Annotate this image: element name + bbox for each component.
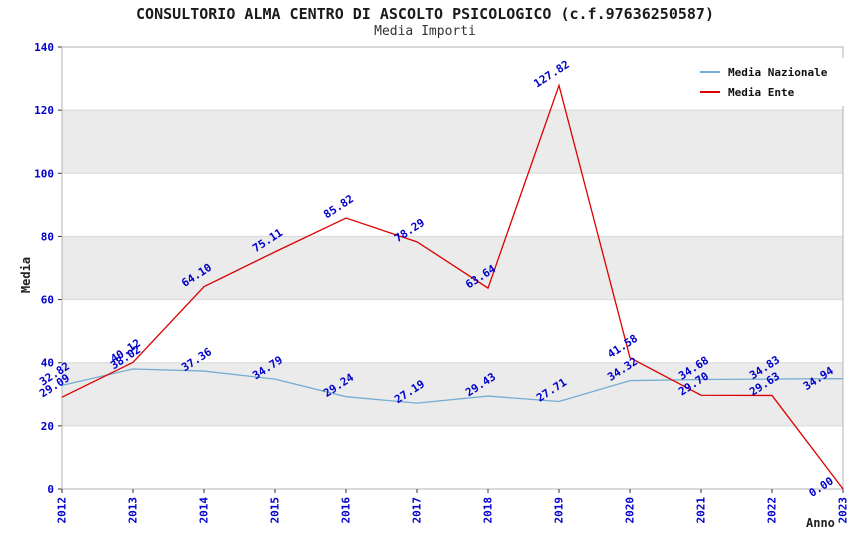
series-line-media-ente <box>61 83 844 490</box>
x-tick-label: 2014 <box>198 497 211 524</box>
legend: Media Nazionale Media Ente <box>694 58 850 106</box>
chart-subtitle: Media Importi <box>374 24 476 39</box>
legend-item-media-ente: Media Ente <box>700 82 850 102</box>
media-nazionale-line-swatch <box>700 71 720 73</box>
y-tick-label: 80 <box>41 230 54 243</box>
y-tick-label: 100 <box>34 167 54 180</box>
x-tick-label: 2022 <box>766 497 779 524</box>
background-band <box>62 110 843 174</box>
background-band <box>62 236 843 300</box>
x-axis-title: Anno <box>806 516 835 530</box>
background-band <box>62 362 843 426</box>
x-tick-label: 2018 <box>482 497 495 524</box>
legend-label-media-nazionale: Media Nazionale <box>728 65 828 79</box>
y-tick-label: 120 <box>34 104 54 117</box>
legend-item-media-nazionale: Media Nazionale <box>700 62 850 82</box>
y-tick-label: 0 <box>47 483 54 496</box>
x-tick-label: 2021 <box>695 497 708 524</box>
x-tick-label: 2015 <box>269 497 282 524</box>
chart-title: CONSULTORIO ALMA CENTRO DI ASCOLTO PSICO… <box>136 5 714 23</box>
y-tick-label: 140 <box>34 41 54 54</box>
y-tick-label: 40 <box>41 357 54 370</box>
legend-label-media-ente: Media Ente <box>728 85 795 99</box>
x-tick-label: 2017 <box>411 497 424 524</box>
plot-border <box>61 46 844 490</box>
x-tick-label: 2016 <box>340 497 353 524</box>
x-tick-label: 2012 <box>56 497 69 524</box>
y-tick-label: 60 <box>41 294 54 307</box>
x-tick-label: 2019 <box>553 497 566 524</box>
y-tick-label: 20 <box>41 420 54 433</box>
media-ente-line-swatch <box>700 91 720 93</box>
series-line-media-nazionale <box>61 368 844 404</box>
x-tick-label: 2020 <box>624 497 637 524</box>
x-tick-label: 2023 <box>837 497 850 524</box>
x-tick-label: 2013 <box>127 497 140 524</box>
